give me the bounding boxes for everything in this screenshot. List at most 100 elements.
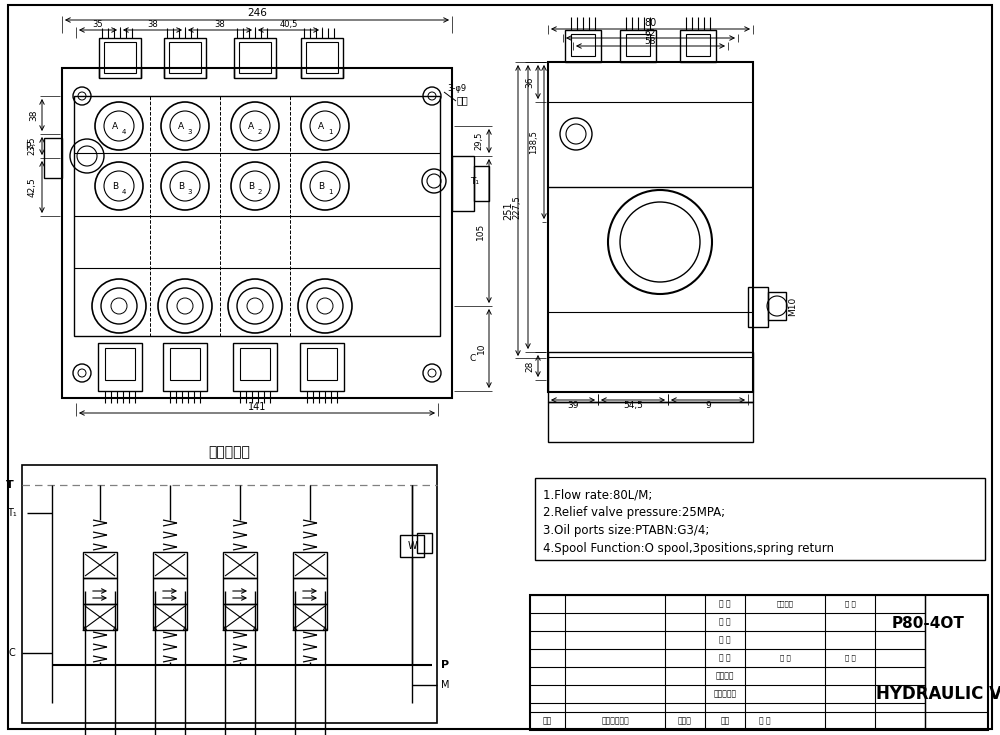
Text: 更改人: 更改人 (678, 717, 692, 725)
Bar (169, 42, 201, 73)
Text: 9: 9 (705, 401, 711, 409)
Text: 日期: 日期 (720, 717, 730, 725)
Text: 141: 141 (248, 402, 266, 412)
Bar (535, 478, 985, 560)
Text: W: W (407, 541, 417, 551)
Bar (153, 552, 187, 578)
Bar (233, 343, 277, 391)
Text: 62: 62 (645, 29, 656, 37)
Text: HYDRAULIC VALVE: HYDRAULIC VALVE (876, 685, 1000, 703)
Text: 2: 2 (258, 189, 262, 195)
Bar (234, 38, 276, 78)
Text: C: C (470, 354, 476, 362)
Text: 38: 38 (30, 110, 38, 121)
Text: 29,5: 29,5 (475, 132, 484, 150)
Bar (293, 578, 327, 604)
Text: 1: 1 (328, 189, 332, 195)
Bar (223, 578, 257, 604)
Text: 1.Flow rate:80L/M;: 1.Flow rate:80L/M; (543, 488, 652, 501)
Text: 39: 39 (567, 401, 579, 409)
Bar (300, 343, 344, 391)
Text: A: A (248, 121, 254, 131)
Bar (239, 42, 271, 73)
Bar (452, 156, 474, 211)
Text: 36: 36 (526, 76, 534, 87)
Bar (98, 343, 142, 391)
Text: 3-φ9: 3-φ9 (447, 84, 466, 93)
Bar (62, 68, 452, 398)
Text: B: B (248, 182, 254, 190)
Bar (153, 578, 187, 604)
Bar (83, 552, 117, 578)
Bar (548, 352, 753, 402)
Text: 3.Oil ports size:PTABN:G3/4;: 3.Oil ports size:PTABN:G3/4; (543, 524, 709, 537)
Text: 38: 38 (147, 20, 158, 29)
Text: 图样标记: 图样标记 (776, 600, 794, 607)
Bar (83, 604, 117, 630)
Bar (105, 348, 135, 380)
Text: 35: 35 (93, 20, 103, 29)
Text: A: A (178, 121, 184, 131)
Text: 2: 2 (258, 129, 262, 135)
Bar (565, 30, 601, 62)
Text: 液压原理图: 液压原理图 (208, 445, 250, 459)
Bar (104, 42, 136, 73)
Text: 105: 105 (476, 223, 484, 240)
Text: A: A (318, 121, 324, 131)
Bar (223, 552, 257, 578)
Text: 2.Relief valve pressure:25MPA;: 2.Relief valve pressure:25MPA; (543, 506, 725, 519)
Text: 28: 28 (526, 360, 534, 372)
Text: P₁: P₁ (26, 142, 34, 151)
Text: 38: 38 (215, 20, 225, 29)
Bar (548, 62, 753, 392)
Bar (530, 595, 988, 730)
Text: 共 页: 共 页 (780, 655, 790, 662)
Text: 标准化检查: 标准化检查 (713, 689, 737, 698)
Bar (293, 604, 327, 630)
Text: 4: 4 (122, 189, 126, 195)
Text: 40,5: 40,5 (279, 20, 298, 29)
Text: 设 计: 设 计 (719, 600, 731, 609)
Bar (417, 533, 432, 553)
Text: 3: 3 (188, 189, 192, 195)
Bar (153, 604, 187, 630)
Text: 4.Spool Function:O spool,3positions,spring return: 4.Spool Function:O spool,3positions,spri… (543, 542, 834, 555)
Bar (400, 535, 424, 557)
Text: 描 图: 描 图 (719, 636, 731, 645)
Text: 制 图: 制 图 (719, 617, 731, 626)
Bar (626, 34, 650, 56)
Bar (307, 348, 337, 380)
Bar (571, 34, 595, 56)
Text: 58: 58 (645, 37, 656, 46)
Text: 227,5: 227,5 (512, 195, 522, 219)
Text: T₁: T₁ (7, 508, 17, 518)
Text: M10: M10 (788, 296, 798, 315)
Bar (474, 166, 489, 201)
Bar (548, 402, 753, 442)
Bar (22, 465, 437, 723)
Text: A: A (112, 121, 118, 131)
Text: 第 页: 第 页 (845, 655, 855, 662)
Text: 签 名: 签 名 (759, 717, 771, 725)
Text: 重 量: 重 量 (845, 600, 855, 607)
Text: 246: 246 (247, 8, 267, 18)
Text: 138,5: 138,5 (530, 130, 538, 154)
Text: 4: 4 (122, 129, 126, 135)
Bar (83, 578, 117, 604)
Text: B: B (318, 182, 324, 190)
Text: 42,5: 42,5 (28, 177, 36, 197)
Text: 校 对: 校 对 (719, 653, 731, 662)
Text: 54,5: 54,5 (623, 401, 643, 409)
Bar (99, 38, 141, 78)
Bar (163, 343, 207, 391)
Text: 工艺检查: 工艺检查 (716, 672, 734, 681)
Text: M: M (441, 680, 449, 690)
Text: 更改内容概要: 更改内容概要 (601, 717, 629, 725)
Text: P80-4OT: P80-4OT (892, 617, 965, 631)
Text: 251: 251 (503, 201, 513, 220)
Bar (164, 38, 206, 78)
Bar (620, 30, 656, 62)
Text: 80: 80 (644, 18, 657, 28)
Text: C: C (9, 648, 15, 658)
Bar (170, 348, 200, 380)
